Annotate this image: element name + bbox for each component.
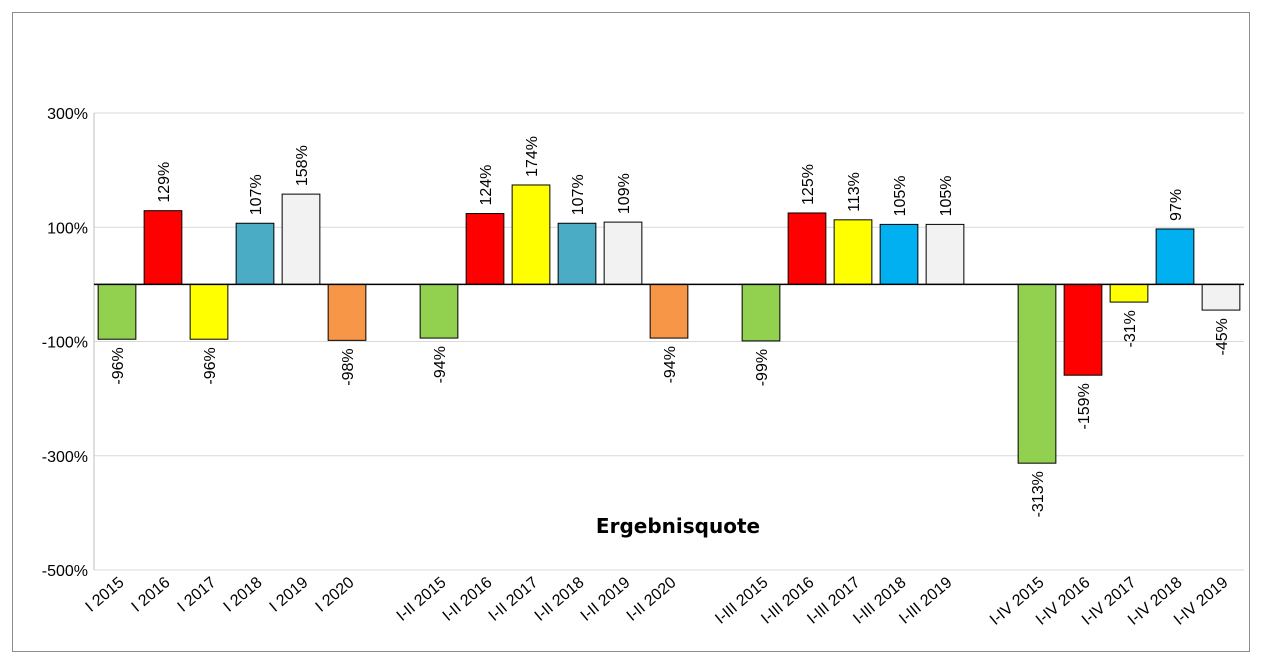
- x-tick-label: I 2018: [221, 574, 266, 616]
- x-tick-label: I-II 2020: [624, 574, 680, 625]
- bar: [879, 223, 919, 285]
- bar: [235, 222, 275, 285]
- y-axis: 300% 100% -100% -300% -500%: [42, 106, 95, 580]
- x-tick-label: I 2019: [267, 574, 312, 616]
- data-label: -45%: [1214, 318, 1231, 355]
- bar: [1063, 283, 1103, 376]
- bars: [97, 184, 1241, 464]
- x-tick-label: I 2020: [313, 574, 358, 616]
- bar: [1201, 283, 1241, 311]
- data-label: 113%: [846, 172, 863, 212]
- chart-title: Ergebnisquote: [596, 514, 760, 538]
- y-tick-label: 100%: [47, 220, 88, 237]
- data-label: 97%: [1168, 189, 1185, 221]
- data-label: 174%: [524, 136, 541, 177]
- bar: [511, 184, 551, 285]
- x-tick-label: I 2017: [175, 574, 220, 616]
- bar: [419, 283, 459, 339]
- data-label: 124%: [478, 165, 495, 206]
- data-labels: -96% 129% -96% 107% 158% -98% -94% 124% 174% 107%…: [110, 136, 1231, 517]
- bar: [741, 283, 781, 342]
- bar: [649, 283, 689, 339]
- bar: [465, 213, 505, 285]
- x-tick-label: I-II 2016: [440, 574, 496, 625]
- bar: [1017, 283, 1057, 464]
- y-tick-label: -100%: [42, 335, 88, 352]
- x-tick-label: I-II 2019: [578, 574, 634, 625]
- data-label: -96%: [202, 347, 219, 384]
- x-tick-label: I 2015: [83, 574, 128, 616]
- data-label: 158%: [294, 145, 311, 186]
- bar: [189, 283, 229, 340]
- bar: [327, 283, 367, 341]
- bar: [1155, 228, 1195, 285]
- bar: [925, 223, 965, 285]
- x-tick-label: I-II 2018: [532, 574, 588, 625]
- data-label: 129%: [156, 162, 173, 203]
- bar: [1109, 283, 1149, 303]
- data-label: -94%: [662, 346, 679, 383]
- y-tick-label: -300%: [42, 449, 88, 466]
- bar: [281, 193, 321, 285]
- data-label: -313%: [1030, 471, 1047, 517]
- data-label: 107%: [248, 174, 265, 215]
- x-tick-label: I-II 2017: [486, 574, 542, 625]
- data-label: 107%: [570, 174, 587, 215]
- bar: [97, 283, 137, 340]
- y-tick-label: 300%: [47, 106, 88, 123]
- data-label: 109%: [616, 173, 633, 214]
- x-tick-label: I-II 2015: [394, 574, 450, 625]
- data-label: 125%: [800, 164, 817, 205]
- data-label: 105%: [938, 175, 955, 216]
- bar: [557, 222, 597, 285]
- data-label: -31%: [1122, 310, 1139, 347]
- bar: [143, 210, 183, 285]
- data-label: -98%: [340, 348, 357, 385]
- data-label: 105%: [892, 175, 909, 216]
- bar: [603, 221, 643, 285]
- y-tick-label: -500%: [42, 563, 88, 580]
- x-tick-label: I 2016: [129, 574, 174, 616]
- data-label: -94%: [432, 346, 449, 383]
- bar: [787, 212, 827, 285]
- data-label: -96%: [110, 347, 127, 384]
- data-label: -159%: [1076, 383, 1093, 429]
- bar: [833, 219, 873, 285]
- data-label: -99%: [754, 349, 771, 386]
